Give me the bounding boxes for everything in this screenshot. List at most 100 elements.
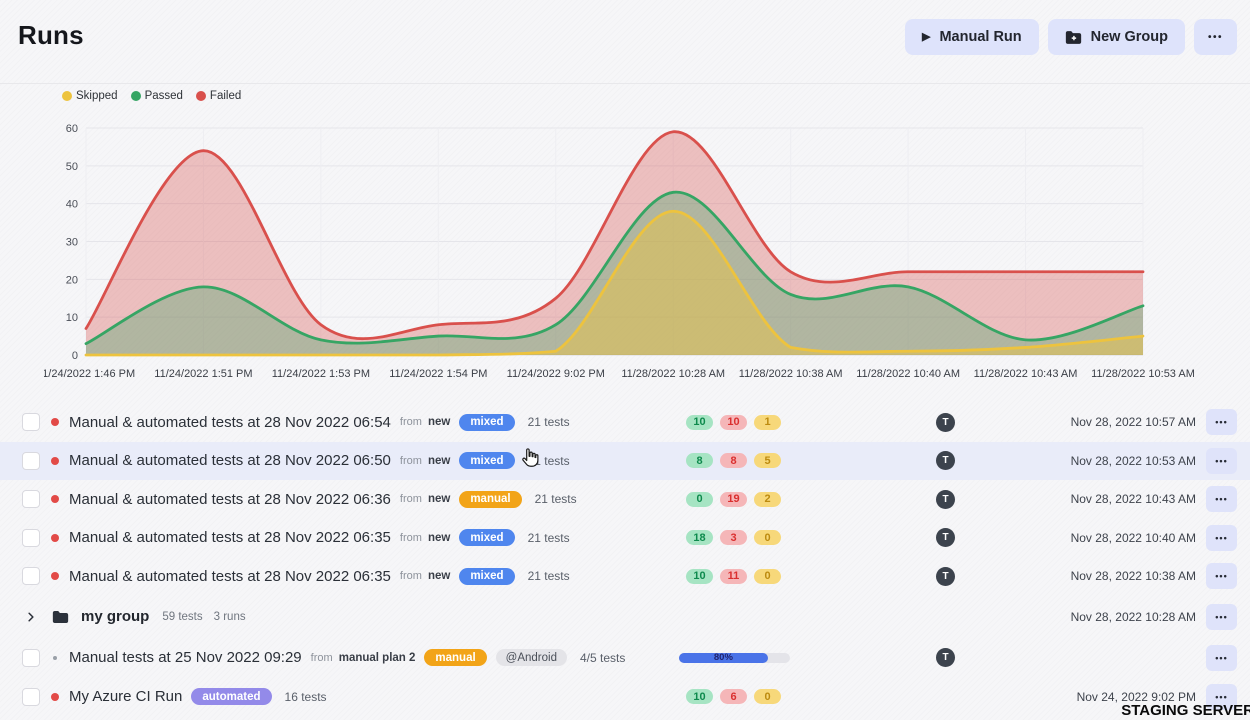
status-dot (51, 495, 59, 504)
progress-percent-label: 80% (713, 651, 733, 663)
skipped-count-pill: 1 (754, 414, 781, 430)
run-type-badge: mixed (459, 413, 515, 431)
x-tick-label: 11/28/2022 10:43 AM (974, 368, 1078, 380)
passed-count-pill: 10 (686, 689, 713, 704)
page-title: Runs (18, 20, 84, 50)
skipped-series-area (86, 211, 1143, 355)
x-tick-label: 11/24/2022 1:46 PM (37, 368, 135, 380)
passed-count-pill: 10 (686, 568, 713, 584)
new-group-button[interactable]: New Group (1047, 19, 1185, 55)
manual-run-label: Manual Run (939, 29, 1022, 45)
skipped-series-line (84, 209, 1145, 357)
play-icon: ▶ (922, 30, 931, 43)
tests-count: 4/5 tests (579, 650, 626, 665)
run-row[interactable]: My Azure CI Run automated 16 tests 10 6 0 Nov … (0, 677, 1250, 716)
row-checkbox[interactable] (22, 528, 40, 547)
row-menu-button[interactable]: ••• (1206, 409, 1237, 436)
passed-count-pill: 10 (686, 414, 713, 430)
row-date: Nov 28, 2022 10:43 AM (1070, 492, 1196, 507)
row-menu-button[interactable]: ••• (1206, 683, 1237, 710)
group-name[interactable]: my group (81, 608, 150, 626)
row-menu-button[interactable]: ••• (1206, 524, 1237, 551)
run-row[interactable]: Manual & automated tests at 28 Nov 2022 … (0, 441, 1250, 480)
x-tick-label: 11/24/2022 1:51 PM (154, 368, 252, 380)
run-source: from new (399, 570, 451, 583)
manual-run-button[interactable]: ▶ Manual Run (905, 19, 1039, 55)
row-checkbox[interactable] (22, 413, 40, 432)
source-plan-name: new (427, 531, 451, 544)
row-menu-button[interactable]: ••• (1206, 644, 1237, 671)
x-tick-label: 11/28/2022 10:38 AM (739, 368, 843, 380)
run-title[interactable]: Manual & automated tests at 28 Nov 2022 … (69, 567, 391, 585)
ellipsis-icon: ••• (1207, 31, 1223, 43)
avatar: T (936, 648, 955, 667)
y-tick-label: 10 (66, 312, 78, 324)
row-checkbox[interactable] (22, 567, 40, 586)
run-title[interactable]: Manual & automated tests at 28 Nov 2022 … (69, 490, 391, 508)
skipped-count-pill: 0 (754, 568, 781, 584)
failed-series-line (84, 130, 1145, 341)
run-row[interactable]: Manual & automated tests at 28 Nov 2022 … (0, 519, 1250, 558)
row-date: Nov 28, 2022 10:40 AM (1070, 530, 1196, 545)
y-tick-label: 40 (66, 199, 78, 211)
folder-icon (52, 610, 69, 624)
progress-bar-fill: 80% (679, 651, 768, 663)
failed-count-pill: 8 (720, 453, 747, 469)
passed-count-pill: 18 (686, 530, 713, 546)
status-dot (53, 655, 57, 660)
tests-count: 21 tests (534, 492, 577, 507)
chevron-right-icon[interactable] (25, 611, 37, 623)
x-tick-label: 11/24/2022 9:02 PM (507, 368, 605, 380)
row-date: Nov 28, 2022 10:38 AM (1070, 569, 1196, 584)
source-plan-name: new (427, 570, 451, 583)
y-tick-label: 50 (66, 161, 78, 173)
run-source: from new (399, 493, 451, 506)
passed-legend-dot-icon (130, 91, 141, 101)
row-menu-button[interactable]: ••• (1206, 486, 1237, 513)
row-checkbox[interactable] (22, 490, 40, 509)
run-type-badge: manual (424, 649, 487, 666)
avatar: T (936, 412, 955, 432)
run-type-badge: manual (459, 490, 522, 508)
row-checkbox[interactable] (22, 687, 40, 706)
x-tick-label: 11/28/2022 10:53 AM (1091, 368, 1195, 380)
legend-label: Failed (209, 90, 242, 102)
row-menu-button[interactable]: ••• (1206, 563, 1237, 590)
row-menu-button[interactable]: ••• (1206, 447, 1237, 474)
run-title[interactable]: Manual & automated tests at 28 Nov 2022 … (69, 529, 391, 547)
skipped-count-pill: 0 (754, 689, 781, 704)
group-row[interactable]: my group 59 tests 3 runs Nov 28, 2022 10:28… (0, 596, 1250, 639)
avatar: T (936, 489, 955, 509)
run-row[interactable]: Manual & automated tests at 28 Nov 2022 … (0, 403, 1250, 442)
staging-server-watermark: STAGING SERVER (1121, 702, 1250, 719)
skipped-count-pill: 0 (754, 530, 781, 546)
folder-plus-icon (1065, 30, 1082, 45)
tests-count: 21 tests (527, 453, 570, 468)
status-dot (51, 456, 59, 465)
run-title[interactable]: Manual & automated tests at 28 Nov 2022 … (69, 452, 391, 470)
header-actions: ▶ Manual Run New Group ••• (905, 19, 1237, 55)
run-row[interactable]: Manual & automated tests at 28 Nov 2022 … (0, 480, 1250, 519)
group-runs-count: 3 runs (213, 610, 246, 623)
new-group-label: New Group (1090, 29, 1168, 45)
y-tick-label: 30 (66, 237, 78, 249)
run-source: from new (399, 454, 451, 467)
skipped-legend-dot-icon (62, 91, 72, 101)
failed-series-area (86, 131, 1143, 355)
row-checkbox[interactable] (22, 451, 40, 470)
header-more-button[interactable]: ••• (1193, 19, 1237, 55)
run-title[interactable]: Manual tests at 25 Nov 2022 09:29 (69, 649, 302, 666)
run-row[interactable]: Manual tests at 25 Nov 2022 09:29 from ma… (0, 638, 1250, 677)
row-checkbox[interactable] (22, 648, 40, 667)
row-date: Nov 24, 2022 9:02 PM (1076, 689, 1196, 704)
group-tests-count: 59 tests (162, 610, 203, 623)
run-title[interactable]: My Azure CI Run (69, 688, 183, 705)
row-menu-button[interactable]: ••• (1206, 603, 1237, 630)
run-title[interactable]: Manual & automated tests at 28 Nov 2022 … (69, 413, 391, 431)
y-tick-label: 0 (72, 350, 78, 362)
y-tick-label: 60 (66, 123, 78, 135)
y-tick-label: 20 (66, 274, 78, 286)
run-row[interactable]: Manual & automated tests at 28 Nov 2022 … (0, 557, 1250, 596)
runs-trend-chart: 0 10 20 30 40 50 60 11/24/2022 1:46 PM 11/24/202… (37, 123, 1195, 380)
